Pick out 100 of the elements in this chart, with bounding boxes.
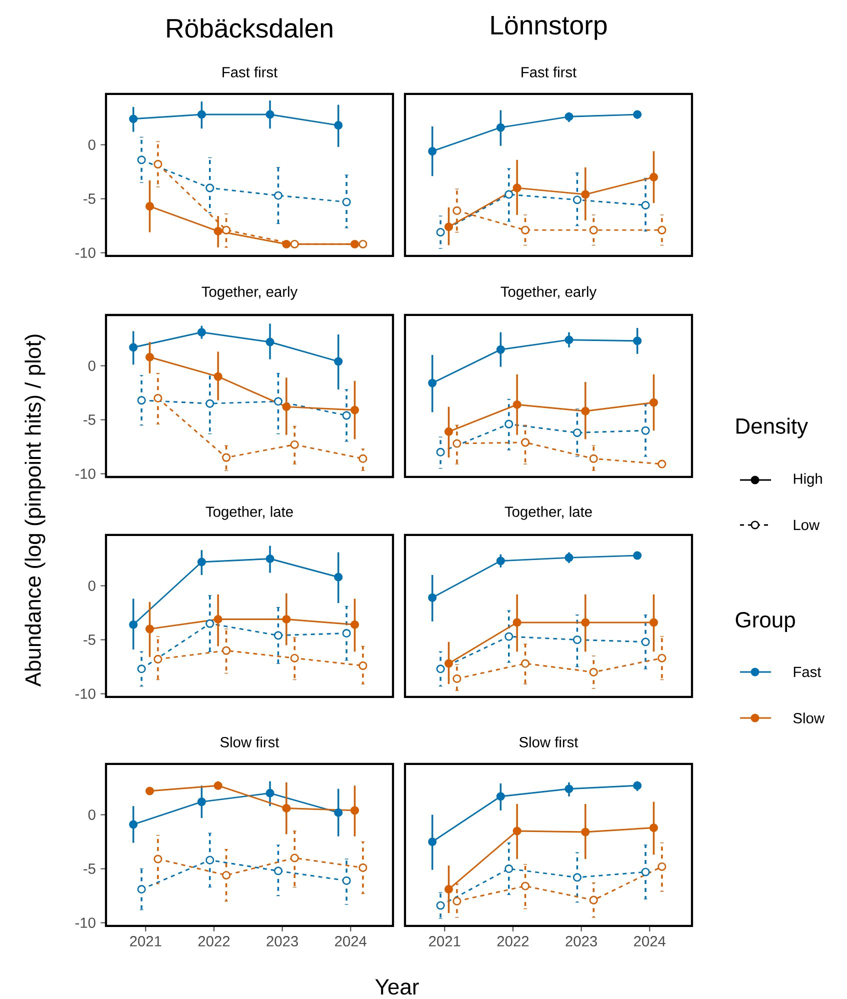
chart-title: Slow first [220, 736, 280, 748]
point [564, 336, 574, 344]
point [222, 226, 231, 234]
point [444, 427, 454, 436]
point [496, 345, 505, 354]
point [206, 619, 214, 628]
x-tick-label: 2024 [634, 936, 666, 946]
point [274, 397, 282, 406]
point [428, 378, 437, 388]
point [649, 618, 658, 627]
point [206, 856, 214, 864]
point [589, 226, 598, 234]
point [436, 228, 445, 236]
x-axis-title: Year [375, 979, 419, 995]
y-tick-label: 0 [88, 140, 96, 150]
point [436, 448, 445, 456]
point [290, 240, 299, 248]
point [222, 646, 231, 655]
point [334, 357, 343, 366]
point [154, 160, 162, 168]
point [282, 614, 291, 624]
point [641, 638, 650, 646]
point [214, 226, 222, 236]
point [358, 661, 368, 670]
point [197, 110, 206, 119]
point [137, 885, 146, 894]
y-tick-label: 0 [88, 580, 96, 591]
chart-subtitle: Fast first [222, 66, 278, 78]
point [282, 402, 291, 412]
point [206, 184, 214, 192]
chart-title: Together, late [206, 506, 293, 520]
point [342, 876, 351, 885]
chart-title: Together, early [500, 286, 597, 300]
chart-title: Together, late [504, 506, 592, 520]
y-tick-label: -5 [84, 634, 96, 645]
point [589, 668, 598, 676]
point [214, 614, 222, 624]
point [282, 804, 291, 813]
point [350, 806, 360, 815]
x-tick-label: 2022 [497, 936, 529, 946]
point [658, 862, 666, 871]
point [145, 786, 154, 796]
point [222, 870, 231, 880]
x-tick-label: 2022 [198, 936, 230, 946]
point [214, 781, 222, 790]
point [154, 654, 162, 664]
point [197, 558, 206, 566]
point [641, 200, 650, 210]
point [521, 438, 530, 447]
point [504, 420, 514, 428]
chart-subtitle: Fast first [522, 66, 577, 78]
x-tick-label: 2023 [566, 936, 597, 946]
point [334, 808, 343, 817]
point [334, 572, 343, 582]
point [342, 198, 351, 206]
point [197, 798, 206, 806]
x-tick-label: 2021 [429, 936, 460, 946]
point [452, 896, 462, 906]
point [436, 901, 445, 910]
x-tick-label: 2024 [335, 936, 366, 946]
point [564, 553, 574, 562]
point [266, 788, 274, 798]
y-tick-label: -5 [84, 414, 96, 425]
point [521, 882, 530, 890]
y-tick-label: 0 [88, 810, 96, 820]
point [206, 399, 214, 408]
point [564, 784, 574, 794]
point [154, 854, 162, 864]
point [564, 112, 574, 121]
point [452, 674, 462, 683]
text: Low [794, 520, 820, 530]
point [274, 866, 282, 876]
point [137, 156, 146, 164]
point [428, 837, 437, 846]
point [290, 654, 299, 662]
point [137, 664, 146, 674]
y-tick-label: -10 [75, 248, 96, 258]
point [633, 551, 642, 560]
point [658, 226, 666, 234]
x-tick-label: 2023 [266, 936, 298, 946]
y-tick-label: -5 [84, 194, 96, 204]
text: High [794, 473, 822, 487]
point [512, 826, 522, 836]
point [496, 556, 505, 566]
point [428, 146, 437, 156]
point [436, 664, 445, 674]
point [572, 873, 582, 882]
point [154, 394, 162, 402]
chart-title: Lönnstorp [491, 16, 607, 40]
text: Fast [794, 666, 822, 678]
point [129, 620, 138, 629]
point [342, 411, 351, 420]
point [444, 222, 454, 232]
point [214, 372, 222, 381]
point [496, 792, 505, 801]
point [649, 172, 658, 182]
point [521, 226, 530, 234]
point [581, 828, 590, 836]
text: Group [736, 612, 795, 632]
point [512, 184, 522, 192]
